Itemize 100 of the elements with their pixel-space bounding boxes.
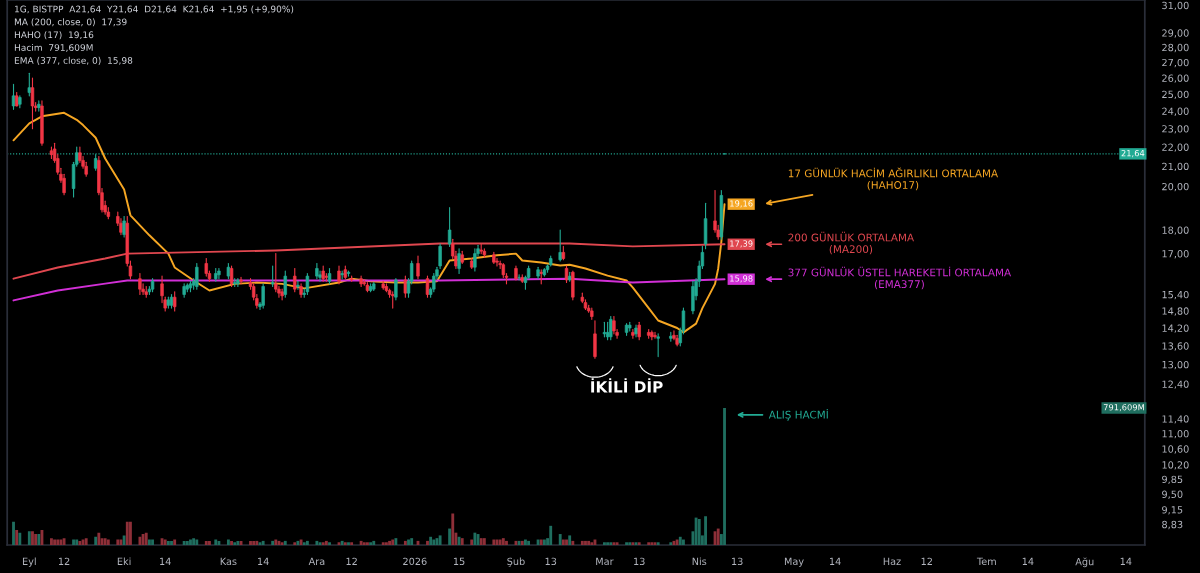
- y-tick-label: 23,00: [1162, 125, 1189, 134]
- x-tick-label: 14: [1022, 557, 1034, 565]
- legend-label: 200 GÜNLÜK ORTALAMA (MA200): [788, 231, 914, 255]
- candlestick: [261, 283, 265, 309]
- candlestick: [416, 255, 420, 280]
- y-tick-label: 8,83: [1162, 520, 1183, 530]
- x-tick-label: 14: [258, 557, 269, 565]
- candlestick: [656, 333, 660, 358]
- text: 1G, BISTPP A21,64 Y21,64 D21,64 K21,64 +1,95 (+9,90%) MA (200, close, 0) 17,39 HAHO (17) 19,16 Hacim 791,609M EMA (377, close, 0) 15,98: [14, 5, 294, 65]
- y-tick-label: 18,00: [1162, 226, 1189, 235]
- bar: [587, 540, 591, 545]
- y-tick-label: 29,00: [1162, 29, 1189, 38]
- bar: [682, 539, 685, 545]
- bar: [558, 534, 562, 545]
- y-tick-label: 13,60: [1162, 342, 1189, 351]
- bar: [182, 540, 186, 545]
- bar: [59, 539, 63, 545]
- x-tick-label: Kas: [220, 557, 237, 566]
- x-tick-label: Mar: [596, 557, 614, 566]
- bar: [62, 538, 66, 545]
- bar: [195, 539, 199, 545]
- x-tick-label: Tem: [976, 557, 996, 566]
- candlestick: [239, 276, 243, 285]
- candlestick: [270, 265, 275, 288]
- bar: [147, 539, 151, 545]
- bar: [31, 531, 34, 545]
- bar: [372, 540, 376, 545]
- bar: [249, 540, 252, 545]
- annotation: İKİLİ DİP: [591, 378, 663, 393]
- y-tick-label: 26,00: [1162, 74, 1189, 83]
- bar: [571, 540, 575, 545]
- bar: [584, 540, 587, 545]
- x-tick-label: 12: [921, 557, 932, 565]
- x-tick-label: 14: [1120, 557, 1132, 565]
- bar: [482, 538, 486, 545]
- bar: [615, 542, 619, 545]
- bar: [501, 538, 505, 545]
- bar: [141, 534, 145, 545]
- y-tick-label: 9,85: [1162, 475, 1183, 485]
- bar: [697, 518, 701, 545]
- y-tick-label: 9,50: [1162, 490, 1183, 499]
- bar: [505, 540, 508, 545]
- bar: [12, 521, 15, 545]
- x-tick-label: Nis: [692, 557, 707, 566]
- bar: [470, 539, 474, 545]
- candlestick: [138, 272, 142, 296]
- bar: [173, 539, 177, 545]
- bar: [350, 542, 354, 545]
- bar: [192, 538, 196, 545]
- bar: [72, 539, 75, 545]
- bar: [106, 539, 110, 545]
- y-tick-label: 22,00: [1162, 143, 1189, 152]
- y-tick-label: 9,15: [1162, 506, 1183, 515]
- x-tick-label: Eki: [117, 557, 131, 565]
- bar: [208, 540, 211, 545]
- bar: [185, 540, 189, 545]
- line-series: [12, 111, 726, 334]
- candlestick: [495, 257, 499, 267]
- y-tick-label: 28,00: [1162, 43, 1189, 53]
- bar: [217, 540, 221, 545]
- y-tick-label: 25,00: [1162, 90, 1189, 100]
- bar: [125, 521, 129, 545]
- bar: [606, 542, 610, 545]
- bar: [252, 540, 256, 545]
- bar: [144, 532, 148, 545]
- bar: [384, 542, 388, 545]
- x-tick-label: 13: [732, 557, 743, 566]
- y-tick-label: 14,80: [1162, 307, 1189, 316]
- x-tick-label: Şub: [507, 557, 525, 567]
- data-label: 17,39: [730, 240, 753, 248]
- candlestick: [293, 267, 297, 293]
- x-tick-label: 13: [545, 557, 557, 566]
- annotation: ALIŞ HACMİ: [768, 408, 828, 421]
- bar: [233, 542, 237, 545]
- y-tick-label: 21,00: [1162, 162, 1189, 172]
- bar: [50, 538, 53, 545]
- bar: [451, 513, 455, 545]
- candlestick: [593, 320, 597, 359]
- bar: [388, 540, 391, 545]
- x-tick-label: Haz: [883, 557, 901, 566]
- candlestick: [280, 288, 284, 301]
- y-tick-label: 10,20: [1162, 461, 1189, 470]
- bar: [369, 542, 373, 545]
- bar: [479, 538, 483, 545]
- bar: [407, 539, 410, 545]
- y-tick-label: 15,40: [1162, 290, 1189, 300]
- y-tick-label: 20,00: [1162, 182, 1189, 192]
- candlestick: [296, 280, 300, 290]
- bar: [565, 539, 568, 545]
- bar: [151, 539, 154, 545]
- data-label: 19,16: [730, 200, 753, 208]
- bar: [129, 521, 132, 545]
- candlestick: [283, 270, 287, 298]
- y-tick-label: 31,00: [1162, 1, 1189, 11]
- x-tick-label: 15: [453, 557, 465, 566]
- y-tick-label: 11,40: [1162, 415, 1189, 424]
- bar: [429, 536, 433, 545]
- bar: [328, 542, 331, 545]
- bar: [549, 525, 553, 545]
- bar: [27, 531, 31, 545]
